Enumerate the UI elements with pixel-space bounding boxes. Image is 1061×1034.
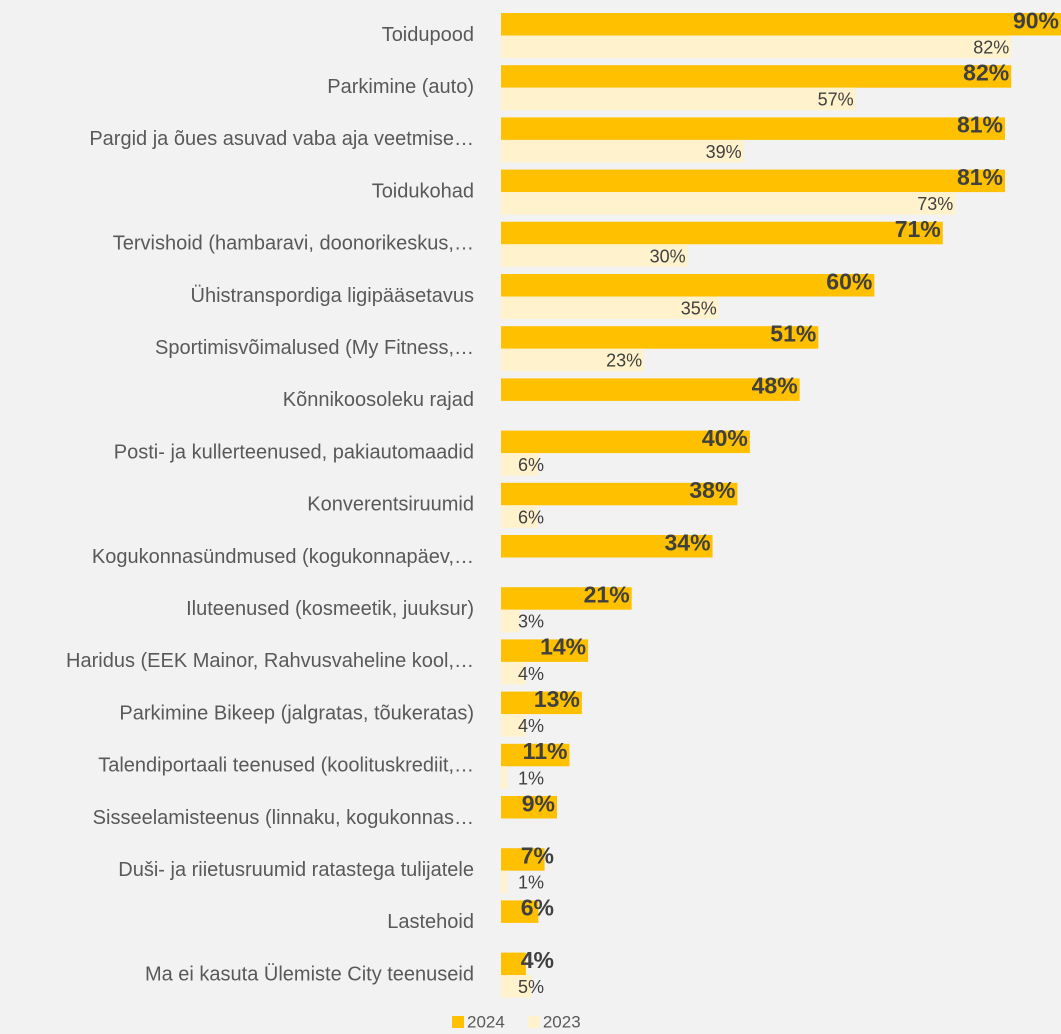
bar	[501, 661, 526, 685]
bar	[501, 900, 539, 923]
data-label: 14%	[540, 634, 586, 660]
data-label: 23%	[606, 351, 642, 371]
data-label: 40%	[702, 425, 748, 451]
data-label: 71%	[895, 216, 941, 242]
data-label: 82%	[973, 38, 1009, 58]
data-label: 1%	[518, 873, 544, 893]
data-label: 81%	[957, 164, 1003, 190]
bar	[501, 348, 645, 372]
bar	[501, 221, 943, 245]
data-label: 73%	[917, 194, 953, 214]
bar	[501, 117, 1005, 140]
category-label: Duši- ja riietusruumid ratastega tulijat…	[118, 859, 474, 881]
bar	[501, 848, 545, 871]
category-label: Lastehoid	[387, 911, 474, 933]
bar	[501, 296, 719, 319]
category-label: Parkimine (auto)	[327, 76, 474, 98]
bar	[501, 13, 1061, 36]
category-label: Parkimine Bikeep (jalgratas, tõukeratas)	[119, 702, 474, 724]
data-label: 11%	[523, 738, 568, 764]
bar	[501, 274, 875, 297]
category-label: Ühistranspordiga ligipääsetavus	[191, 285, 475, 307]
data-label: 5%	[518, 977, 544, 997]
data-label: 4%	[518, 664, 544, 684]
data-label: 1%	[518, 768, 544, 788]
legend-swatch	[527, 1016, 540, 1028]
data-label: 34%	[665, 529, 711, 555]
bar	[501, 952, 526, 976]
data-label: 6%	[518, 455, 544, 475]
bar	[501, 505, 539, 528]
bar	[501, 430, 750, 454]
category-label: Haridus (EEK Mainor, Rahvusvaheline kool…	[66, 650, 474, 672]
data-label: 21%	[584, 582, 630, 608]
category-label: Talendiportaali teenused (koolituskredii…	[98, 755, 474, 777]
data-label: 13%	[534, 686, 580, 712]
bar	[501, 65, 1012, 88]
bar	[501, 691, 582, 715]
legend-swatch	[452, 1016, 464, 1028]
category-label: Sportimisvõimalused (My Fitness,…	[155, 337, 474, 359]
bar	[501, 482, 738, 506]
bar	[501, 87, 856, 111]
category-label: Sisseelamisteenus (linnaku, kogukonnas…	[93, 807, 474, 829]
data-label: 82%	[963, 60, 1009, 86]
bar	[501, 326, 819, 349]
bar	[501, 378, 800, 401]
data-label: 60%	[826, 268, 872, 294]
category-label: Ma ei kasuta Ülemiste City teenuseid	[145, 963, 474, 985]
data-label: 48%	[752, 373, 798, 399]
data-label: 3%	[518, 612, 544, 632]
data-label: 35%	[681, 299, 717, 319]
bar	[501, 766, 508, 789]
category-label: Konverentsiruumid	[307, 494, 474, 516]
bar	[501, 192, 956, 215]
bar	[501, 639, 589, 662]
data-label: 6%	[518, 507, 544, 527]
bar	[501, 139, 744, 163]
bar	[501, 743, 570, 767]
data-label: 6%	[521, 895, 554, 921]
bar	[501, 169, 1005, 193]
bar	[501, 535, 713, 558]
bar	[501, 244, 688, 267]
bar	[501, 35, 1012, 58]
data-label: 81%	[957, 112, 1003, 138]
bar	[501, 714, 526, 737]
bar	[501, 609, 520, 633]
bar	[501, 870, 508, 894]
category-label: Toidukohad	[372, 180, 474, 202]
bar	[501, 587, 632, 610]
category-label: Pargid ja õues asuvad vaba aja veetmise…	[89, 128, 474, 150]
bar	[501, 796, 557, 819]
category-label: Iluteenused (kosmeetik, juuksur)	[186, 598, 474, 620]
data-label: 39%	[706, 142, 742, 162]
category-label: Tervishoid (hambaravi, doonorikeskus,…	[113, 233, 474, 255]
bar	[501, 453, 539, 476]
data-label: 4%	[518, 716, 544, 736]
bar	[501, 975, 533, 998]
legend-label: 2024	[467, 1012, 505, 1031]
data-label: 90%	[1013, 7, 1059, 33]
data-label: 57%	[818, 90, 854, 110]
category-label: Posti- ja kullerteenused, pakiautomaadid	[114, 441, 474, 463]
data-label: 9%	[522, 790, 555, 816]
data-label: 7%	[521, 843, 554, 869]
data-label: 51%	[770, 321, 816, 347]
category-label: Kõnnikoosoleku rajad	[283, 389, 474, 411]
data-label: 4%	[521, 947, 554, 973]
data-label: 30%	[650, 246, 686, 266]
legend-label: 2023	[543, 1012, 581, 1031]
category-label: Toidupood	[382, 24, 474, 46]
data-label: 38%	[689, 477, 735, 503]
category-label: Kogukonnasündmused (kogukonnapäev,…	[92, 546, 474, 568]
